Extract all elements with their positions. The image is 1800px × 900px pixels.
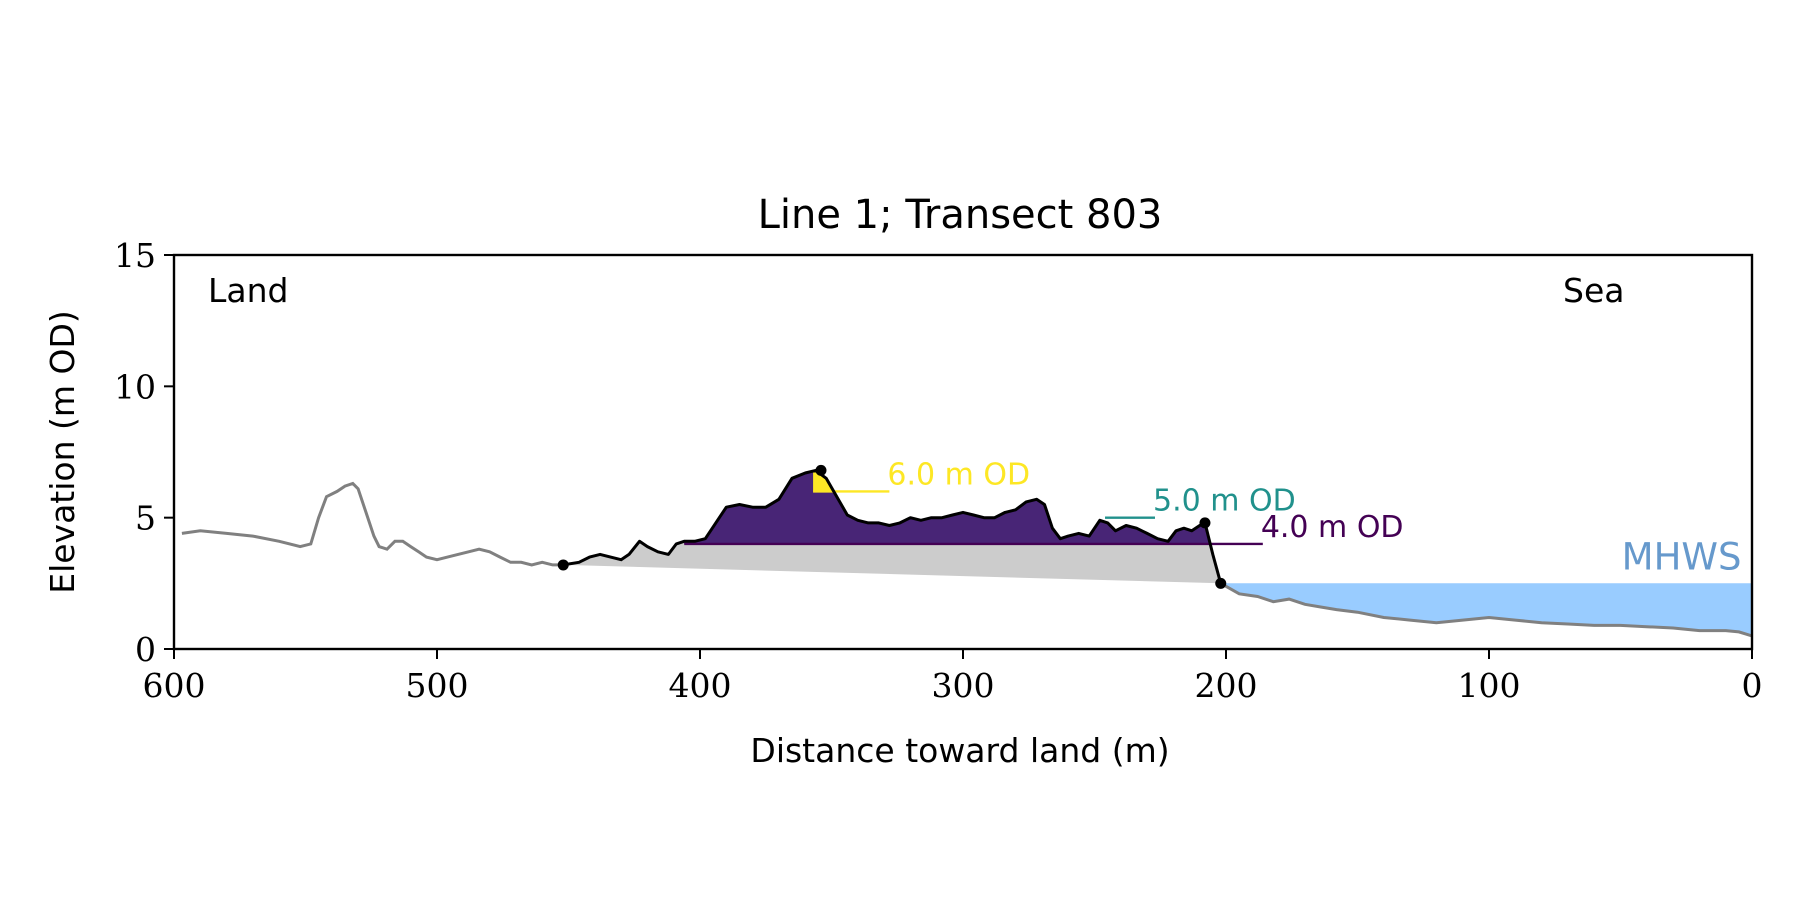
- x-tick-label-200: 200: [1195, 666, 1258, 705]
- axis-ticks: 600 500 400 300 200 100 0 0 5 10 15: [114, 236, 1763, 705]
- y-tick-label-0: 0: [135, 630, 156, 669]
- y-tick-label-15: 15: [114, 236, 156, 275]
- x-tick-label-100: 100: [1458, 666, 1521, 705]
- dune-point-seaward-toe: [1215, 577, 1227, 589]
- mhws-label: MHWS: [1622, 535, 1742, 578]
- x-tick-label-600: 600: [143, 666, 206, 705]
- x-tick-label-400: 400: [669, 666, 732, 705]
- dune-point-seaward-crest: [1199, 517, 1211, 529]
- landward-profile-line: [181, 481, 564, 567]
- sea-label: Sea: [1563, 271, 1624, 310]
- land-label: Land: [208, 271, 288, 310]
- y-axis-label: Elevation (m OD): [43, 310, 82, 594]
- y-tick-label-10: 10: [114, 367, 156, 406]
- threshold-label-5-0: 5.0 m OD: [1153, 484, 1296, 519]
- dune-profile-line: [562, 468, 1223, 584]
- threshold-label-6-0: 6.0 m OD: [887, 457, 1030, 492]
- dune-point-crest: [815, 464, 827, 476]
- x-axis-label: Distance toward land (m): [750, 731, 1169, 770]
- x-tick-label-300: 300: [932, 666, 995, 705]
- x-tick-label-500: 500: [406, 666, 469, 705]
- dune-point-toe: [557, 559, 569, 571]
- y-tick-label-5: 5: [135, 499, 156, 538]
- x-tick-label-0: 0: [1742, 666, 1763, 705]
- seaward-profile-line: [1219, 581, 1753, 638]
- mhws-water-fill: [1220, 583, 1752, 636]
- chart-title: Line 1; Transect 803: [758, 192, 1163, 238]
- threshold-label-4-0: 4.0 m OD: [1261, 510, 1404, 545]
